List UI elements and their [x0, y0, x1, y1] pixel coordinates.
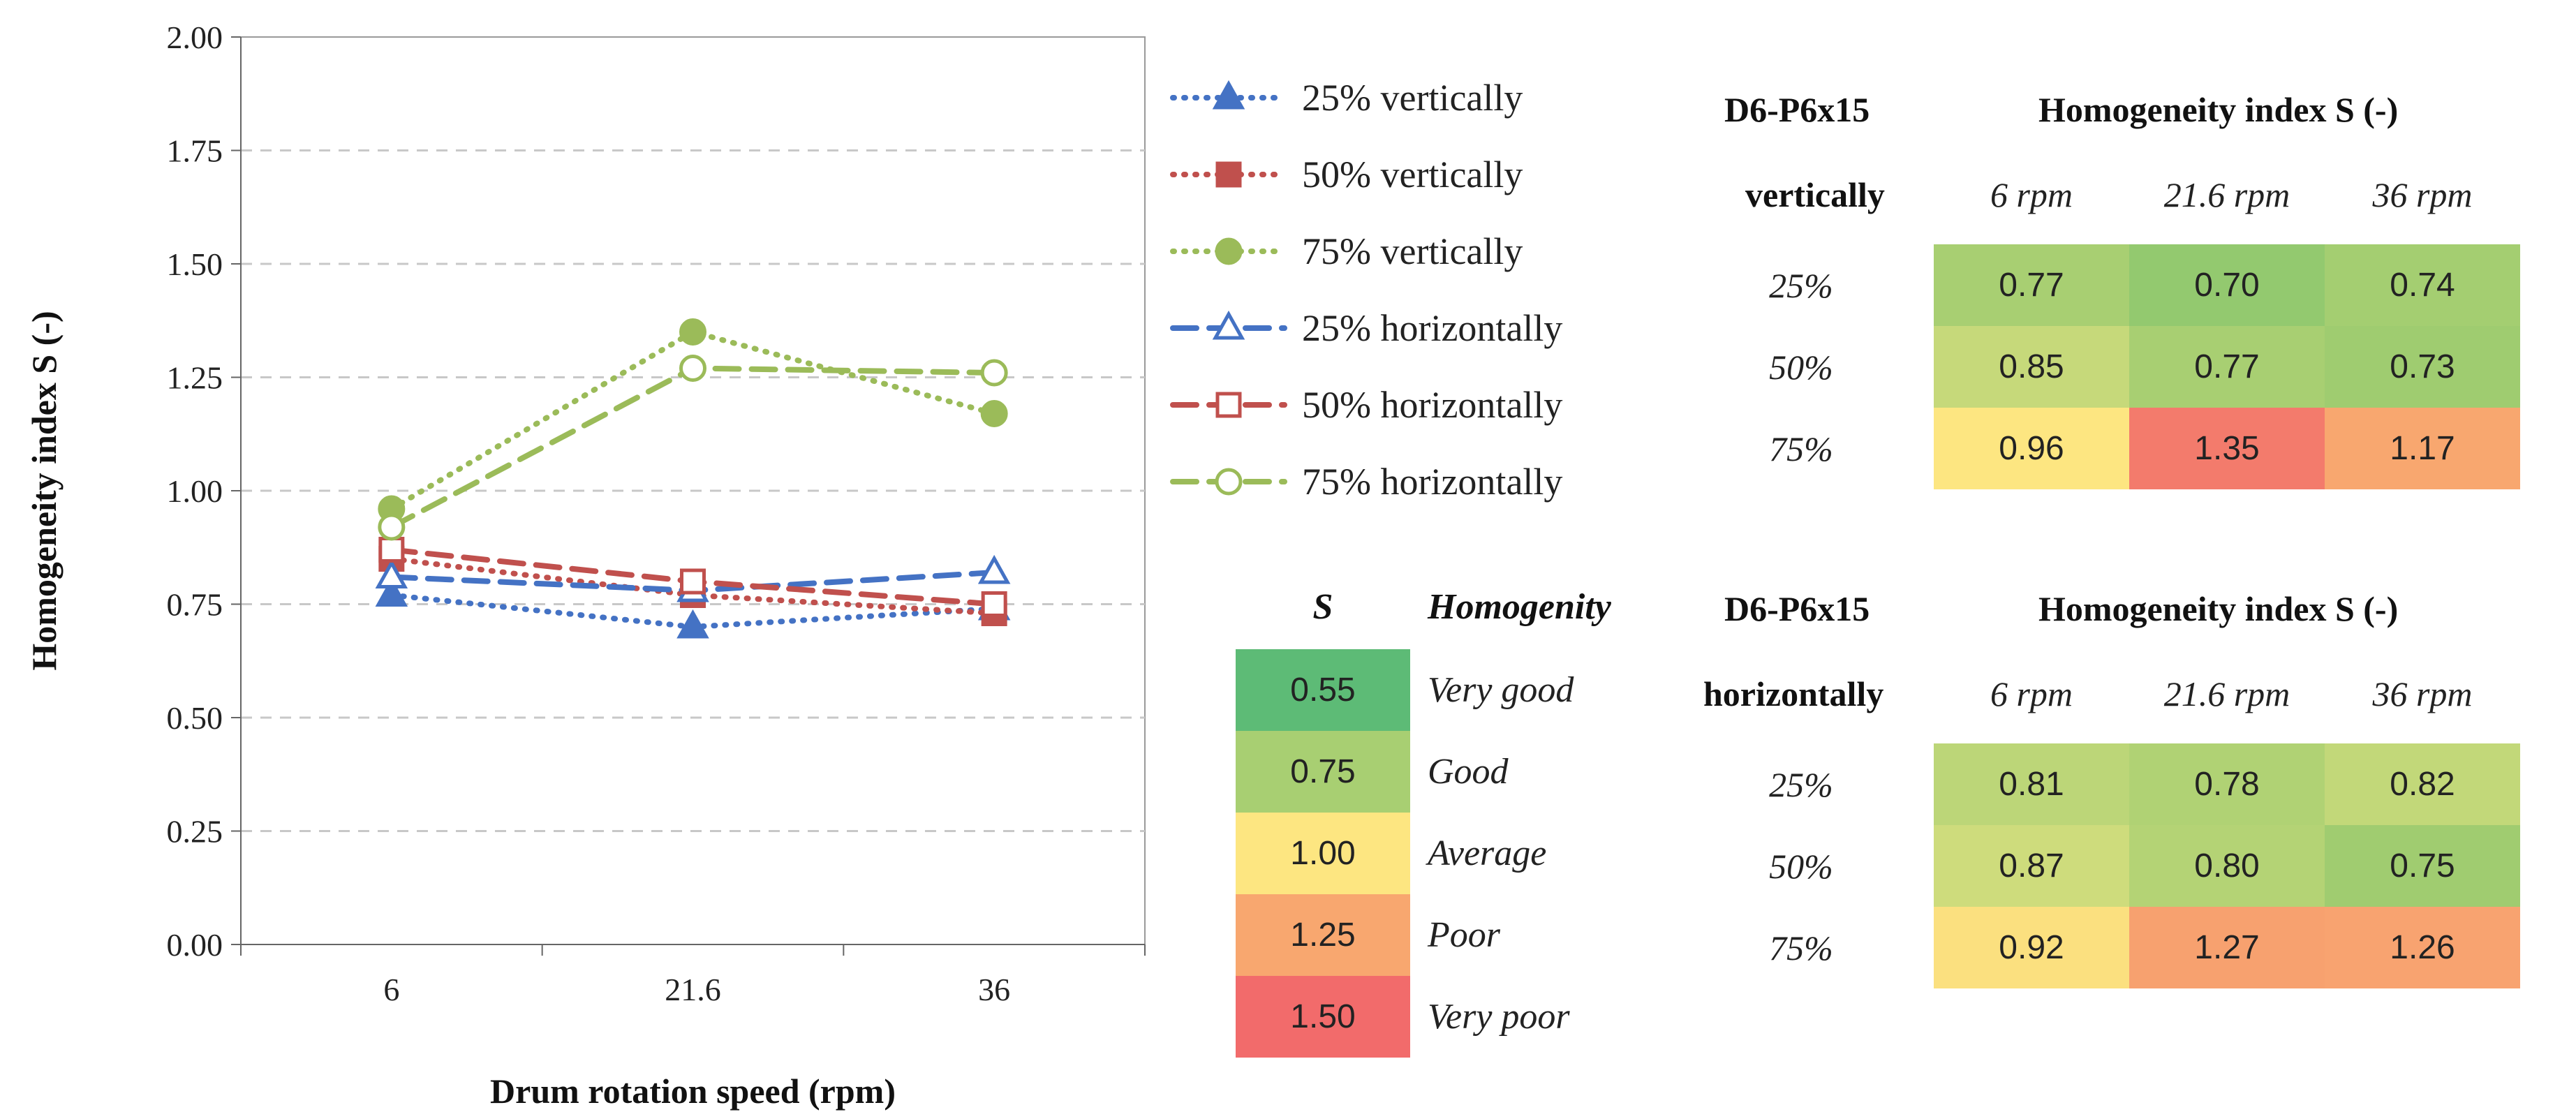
data-point	[679, 355, 706, 382]
heatmap-vertically-cell: 0.96	[1934, 408, 2129, 489]
data-point	[375, 577, 408, 607]
heatmap-vertically-cell: 0.73	[2325, 326, 2520, 408]
heatmap-vertically-column-header: 21.6 rpm	[2163, 175, 2290, 214]
series-line	[388, 365, 998, 530]
heatmap-vertically-cell: 0.70	[2129, 244, 2325, 326]
scale-row: 1.00 Average	[1236, 813, 1655, 894]
y-tick-label: 1.25	[167, 360, 223, 396]
scale-value: 0.55	[1236, 649, 1410, 731]
heatmap-horizontally-column-header: 21.6 rpm	[2163, 674, 2290, 713]
heatmap-horizontally-column-header: 36 rpm	[2372, 674, 2473, 713]
data-point	[981, 591, 1007, 617]
y-tick-label: 1.00	[167, 473, 223, 509]
heatmap-horizontally-cell: 0.81	[1934, 743, 2129, 825]
x-tick-label: 36	[978, 972, 1010, 1007]
heatmap-vertically-cell: 0.85	[1934, 326, 2129, 408]
heatmap-horizontally-row-label: 75%	[1769, 928, 1833, 968]
data-point	[679, 318, 706, 346]
heatmap-horizontally-corner-top: D6-P6x15	[1724, 589, 1870, 628]
scale-value: 1.50	[1236, 976, 1410, 1058]
scale-label: Very poor	[1428, 997, 1570, 1037]
legend-marker	[1215, 237, 1243, 265]
y-tick-label: 0.75	[167, 587, 223, 623]
heatmap-horizontally-cell: 0.87	[1934, 825, 2129, 907]
y-tick-label: 1.75	[167, 133, 223, 169]
legend-marker	[1215, 392, 1242, 418]
scale-value: 1.00	[1236, 813, 1410, 894]
heatmap-vertically-cell: 0.77	[1934, 244, 2129, 326]
legend-marker	[1215, 468, 1243, 496]
heatmap-horizontally-row-label: 25%	[1769, 765, 1833, 804]
heatmap-horizontally-cell: 0.80	[2129, 825, 2325, 907]
heatmap-vertically-cell: 0.74	[2325, 244, 2520, 326]
heatmap-vertically-cell: 1.35	[2129, 408, 2325, 489]
legend-label: 50% vertically	[1302, 154, 1523, 195]
scale-row: 0.55 Very good	[1236, 649, 1655, 731]
x-axis-title: Drum rotation speed (rpm)	[490, 1072, 896, 1111]
x-tick-label: 21.6	[665, 972, 721, 1007]
homogeneity-scale-table: S Homogenity 0.55 Very good 0.75 Good 1.00 Av…	[1236, 586, 1655, 1075]
data-point	[676, 609, 709, 639]
y-tick-label: 0.00	[167, 927, 223, 963]
scale-label: Good	[1428, 752, 1509, 792]
scale-label: Very good	[1428, 670, 1574, 710]
heatmap-horizontally-cell: 1.27	[2129, 907, 2325, 988]
heatmap-vertically-cell: 0.77	[2129, 326, 2325, 408]
scale-header-s: S	[1312, 587, 1333, 627]
heatmap-vertically-corner-top: D6-P6x15	[1724, 90, 1870, 129]
heatmap-horizontally-cell: 0.75	[2325, 825, 2520, 907]
scale-label: Average	[1428, 833, 1547, 873]
legend-label: 75% vertically	[1302, 230, 1523, 272]
heatmap-horizontally: D6-P6x15 Homogeneity index S (-) horizon…	[1703, 576, 2548, 995]
data-point	[378, 537, 405, 563]
heatmap-horizontally-cell: 1.26	[2325, 907, 2520, 988]
legend-marker	[1215, 161, 1242, 188]
heatmap-vertically-row-label: 50%	[1769, 348, 1833, 387]
y-tick-label: 1.50	[167, 246, 223, 282]
heatmap-vertically: D6-P6x15 Homogeneity index S (-) vertica…	[1703, 77, 2548, 496]
heatmap-vertically-column-header: 6 rpm	[1990, 175, 2073, 214]
data-point	[980, 359, 1008, 387]
scale-label: Poor	[1428, 915, 1500, 955]
y-tick-label: 0.25	[167, 814, 223, 850]
heatmap-horizontally-cell: 0.92	[1934, 907, 2129, 988]
heatmap-horizontally-cell: 0.78	[2129, 743, 2325, 825]
heatmap-vertically-title: Homogeneity index S (-)	[2038, 90, 2399, 129]
scale-value: 0.75	[1236, 731, 1410, 813]
scale-row: 1.25 Poor	[1236, 894, 1655, 976]
legend-label: 25% horizontally	[1302, 307, 1562, 349]
data-point	[375, 559, 408, 588]
y-axis-title: Homogeneity index S (-)	[24, 311, 64, 670]
legend-label: 50% horizontally	[1302, 384, 1562, 426]
heatmap-vertically-column-header: 36 rpm	[2372, 175, 2473, 214]
data-point	[680, 568, 706, 595]
heatmap-vertically-row-label: 75%	[1769, 429, 1833, 468]
legend-label: 25% vertically	[1302, 77, 1523, 119]
heatmap-horizontally-title: Homogeneity index S (-)	[2038, 589, 2399, 628]
heatmap-vertically-cell: 1.17	[2325, 408, 2520, 489]
heatmap-vertically-row-label: 25%	[1769, 266, 1833, 305]
heatmap-horizontally-corner-bottom: horizontally	[1703, 674, 1884, 713]
legend-marker	[1212, 310, 1245, 340]
heatmap-horizontally-column-header: 6 rpm	[1990, 674, 2073, 713]
heatmap-vertically-corner-bottom: vertically	[1745, 175, 1885, 214]
heatmap-horizontally-row-label: 50%	[1769, 847, 1833, 886]
data-point	[980, 400, 1008, 427]
heatmap-horizontally-cell: 0.82	[2325, 743, 2520, 825]
y-tick-label: 2.00	[167, 20, 223, 55]
scale-row: 1.50 Very poor	[1236, 976, 1655, 1058]
data-point	[977, 554, 1011, 584]
scale-value: 1.25	[1236, 894, 1410, 976]
data-point	[378, 513, 406, 541]
scale-row: 0.75 Good	[1236, 731, 1655, 813]
legend-marker	[1212, 80, 1245, 110]
y-tick-label: 0.50	[167, 700, 223, 736]
legend-label: 75% horizontally	[1302, 461, 1562, 503]
scale-header-homogenity: Homogenity	[1428, 587, 1611, 627]
x-tick-label: 6	[383, 972, 399, 1007]
